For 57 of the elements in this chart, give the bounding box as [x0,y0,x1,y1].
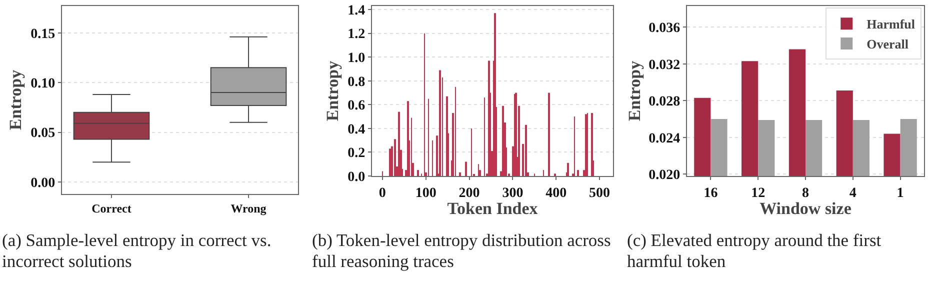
bar [591,112,593,176]
text: (c) Elevated entropy around the first harmful token [626,229,882,272]
x-tick-label: 8 [802,186,809,201]
x-tick-label: 100 [415,186,436,201]
x-tick-label: 4 [849,186,856,201]
y-tick-label: 0.028 [648,94,680,110]
y-tick-label: 0.032 [648,58,680,73]
y-tick-label: 0.020 [648,168,680,184]
bar [439,70,441,176]
legend-label: Overall [866,36,909,52]
bar [389,148,391,176]
x-tick-label: 1 [896,186,904,201]
x-axis-title: Token Index [447,199,538,218]
bar [465,162,467,176]
bar [459,172,461,176]
bar [567,162,569,176]
bar [407,101,409,176]
y-axis-title: Entropy [6,69,26,130]
y-axis-title: Entropy [323,60,342,122]
y-tick-label: 0.4 [348,122,366,138]
legend-label: Harmful [866,16,916,32]
y-tick-label: 1.2 [348,27,366,42]
y-tick-label: 0.2 [348,146,366,162]
bar [502,106,504,176]
bar [494,13,496,176]
y-tick-label: 0.0 [348,170,366,185]
x-tick-label: 12 [751,186,766,201]
x-axis-title: Window size [760,199,852,218]
x-tick-label: 500 [589,186,610,201]
y-tick-label: 1.4 [348,3,366,18]
y-tick-label: 1.0 [348,51,366,66]
y-tick-label: 0.10 [30,76,56,92]
bar [525,124,527,176]
text: (a) Sample-level entropy in correct vs. incorrect solutions [1,229,272,272]
y-tick-label: 0.8 [348,74,366,90]
x-tick-label: Correct [92,202,132,216]
bar [577,170,579,176]
bar [417,170,419,176]
x-tick-label: 0 [378,186,386,201]
x-tick-label: Wrong [230,202,266,216]
bar [488,60,490,176]
bar [446,96,448,176]
x-tick-label: 200 [458,186,480,201]
y-tick-label: 0.024 [648,131,680,146]
y-tick-label: 0.05 [30,126,56,142]
text: (b) Token-level entropy distribution across full reasoning traces [311,229,612,272]
y-axis-title: Entropy [625,60,644,122]
y-tick-label: 0.6 [348,98,366,114]
x-tick-label: 300 [502,186,524,201]
y-tick-label: 0.15 [30,26,56,42]
bar [394,139,396,176]
bar [548,92,550,176]
y-tick-label: 0.036 [648,21,680,36]
y-tick-label: 0.00 [30,176,56,191]
bar [398,112,400,176]
x-tick-label: 400 [546,186,567,201]
x-tick-label: 16 [704,186,718,201]
